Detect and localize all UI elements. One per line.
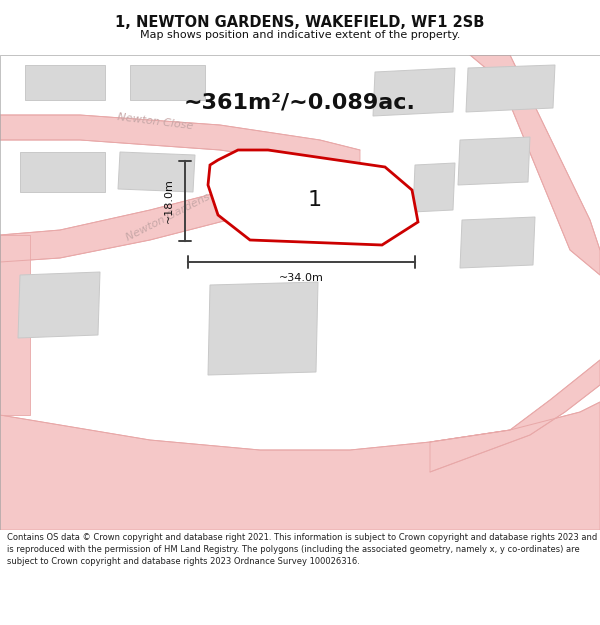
Polygon shape <box>208 150 418 245</box>
Polygon shape <box>0 235 30 415</box>
Polygon shape <box>118 152 195 192</box>
Text: ~361m²/~0.089ac.: ~361m²/~0.089ac. <box>184 92 416 112</box>
Polygon shape <box>413 163 455 212</box>
Text: Contains OS data © Crown copyright and database right 2021. This information is : Contains OS data © Crown copyright and d… <box>7 533 598 566</box>
Polygon shape <box>0 185 250 262</box>
Text: 1: 1 <box>308 190 322 210</box>
Polygon shape <box>466 65 555 112</box>
Polygon shape <box>20 152 105 192</box>
Text: ~34.0m: ~34.0m <box>279 273 324 283</box>
Text: Map shows position and indicative extent of the property.: Map shows position and indicative extent… <box>140 29 460 39</box>
Polygon shape <box>430 360 600 472</box>
Text: 1, NEWTON GARDENS, WAKEFIELD, WF1 2SB: 1, NEWTON GARDENS, WAKEFIELD, WF1 2SB <box>115 16 485 31</box>
Polygon shape <box>208 282 318 375</box>
Polygon shape <box>373 68 455 116</box>
Polygon shape <box>470 55 600 275</box>
Polygon shape <box>130 65 205 100</box>
Polygon shape <box>0 115 360 175</box>
Text: Newton Gardens: Newton Gardens <box>124 191 212 242</box>
Text: ~18.0m: ~18.0m <box>164 179 174 223</box>
Polygon shape <box>458 137 530 185</box>
Text: Newton Close: Newton Close <box>116 112 193 132</box>
Polygon shape <box>18 272 100 338</box>
Polygon shape <box>25 65 105 100</box>
Polygon shape <box>460 217 535 268</box>
Polygon shape <box>0 402 600 530</box>
